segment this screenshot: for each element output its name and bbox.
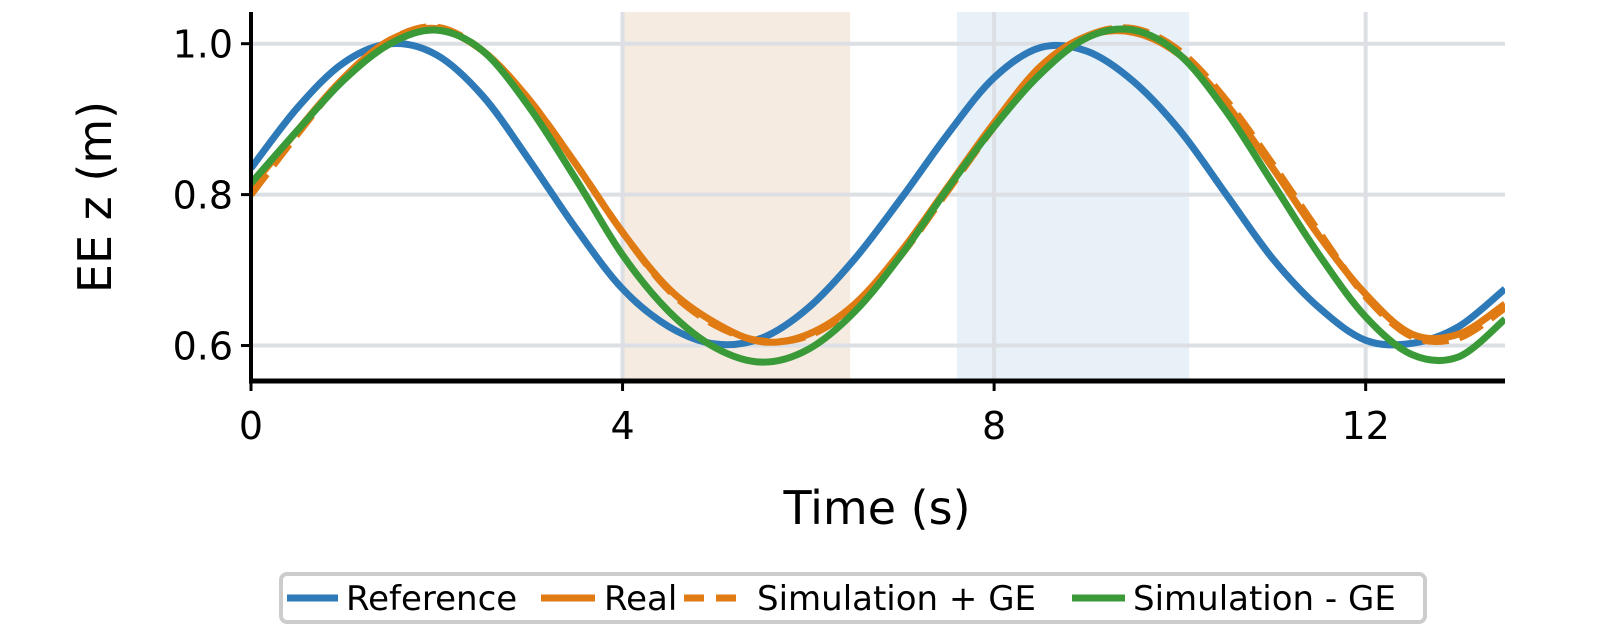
- real-line: [251, 24, 1505, 346]
- legend-label: Simulation + GE: [757, 579, 1036, 619]
- y-axis-label: EE z (m): [68, 101, 122, 293]
- y-tick-label: 1.0: [173, 23, 233, 67]
- legend: Reference Real Simulation + GE Simulation -…: [279, 572, 1427, 624]
- legend-frame: [279, 572, 1427, 624]
- x-axis-label: Time (s): [782, 481, 970, 535]
- x-tick-label: 8: [982, 404, 1006, 448]
- y-tick-label: 0.6: [173, 325, 233, 369]
- grid-lines: [249, 12, 1505, 381]
- x-tick-label: 0: [239, 404, 263, 448]
- reference-line: [251, 39, 1505, 349]
- axes: [249, 12, 1505, 384]
- x-tick-label: 4: [610, 404, 634, 448]
- legend-label: Simulation - GE: [1133, 579, 1396, 619]
- tick-labels: 0 4 8 12 0.6 0.8 1.0: [173, 23, 1390, 448]
- legend-label: Reference: [346, 579, 517, 619]
- x-tick-label: 12: [1341, 404, 1389, 448]
- y-tick-label: 0.8: [173, 174, 233, 218]
- simulation-minus-ge-line: [251, 25, 1505, 366]
- series-lines: [251, 23, 1505, 366]
- simulation-plus-ge-line: [251, 23, 1505, 346]
- legend-label: Real: [604, 579, 677, 619]
